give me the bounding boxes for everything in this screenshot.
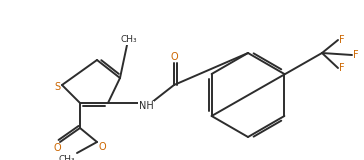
Text: O: O — [170, 52, 178, 62]
Text: F: F — [339, 35, 345, 45]
Text: NH: NH — [139, 101, 153, 111]
Text: S: S — [54, 82, 60, 92]
Text: O: O — [53, 143, 61, 153]
Text: F: F — [353, 50, 359, 60]
Text: O: O — [98, 142, 106, 152]
Text: F: F — [339, 63, 345, 73]
Text: CH₃: CH₃ — [59, 155, 75, 160]
Text: CH₃: CH₃ — [121, 36, 137, 44]
